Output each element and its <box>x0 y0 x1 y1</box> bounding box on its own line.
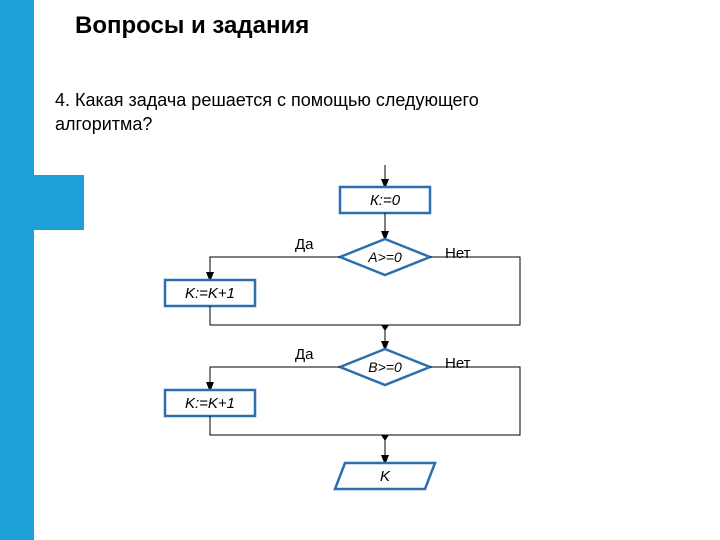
inc1-text: K:=K+1 <box>185 285 235 302</box>
question-text: 4. Какая задача решается с помощью следу… <box>55 88 655 137</box>
accent-block <box>34 175 84 230</box>
decision-b-text: B>=0 <box>368 359 402 375</box>
b-yes-label: Да <box>295 346 314 363</box>
a-no-label: Нет <box>445 245 471 262</box>
decision-a-text: A>=0 <box>367 249 402 265</box>
page-title: Вопросы и задания <box>75 12 309 40</box>
flowchart: К:=0 A>=0 Да Нет K:=K+1 B>=0 Да Нет K:=K… <box>120 165 600 525</box>
a-yes-label: Да <box>295 236 314 253</box>
b-no-label: Нет <box>445 355 471 372</box>
init-text: К:=0 <box>370 192 401 209</box>
output-text: K <box>380 468 391 485</box>
question-line-2: алгоритма? <box>55 114 152 134</box>
question-line-1: 4. Какая задача решается с помощью следу… <box>55 90 479 110</box>
left-sidebar <box>0 0 34 540</box>
inc2-text: K:=K+1 <box>185 395 235 412</box>
